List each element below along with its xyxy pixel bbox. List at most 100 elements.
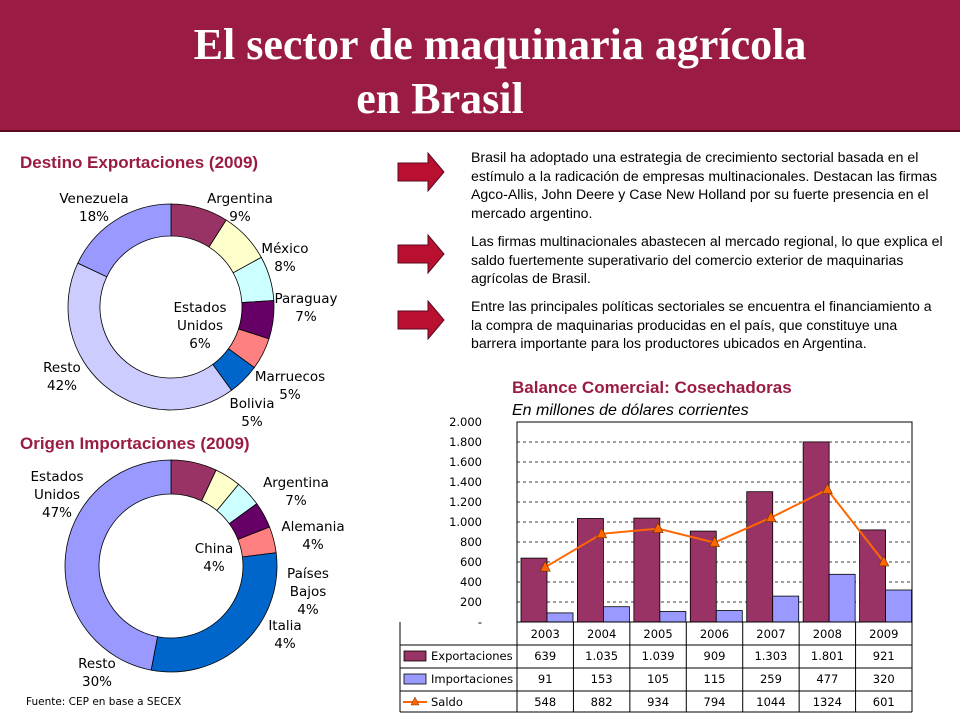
saldo-point-2005 bbox=[652, 521, 664, 533]
slice-label: Bajos bbox=[290, 584, 327, 600]
slice-label: Unidos bbox=[177, 318, 223, 334]
slice-value: 30% bbox=[82, 674, 112, 690]
data-label: 105 bbox=[647, 672, 669, 686]
y-tick-label: 1.400 bbox=[449, 475, 482, 489]
slice-value: 8% bbox=[274, 259, 296, 275]
x-tick-label: 2004 bbox=[587, 627, 616, 641]
data-label: 601 bbox=[873, 695, 895, 709]
saldo-point-2008 bbox=[821, 482, 833, 494]
data-label: 1.039 bbox=[642, 649, 675, 663]
data-label: 921 bbox=[873, 649, 895, 663]
bar-importaciones-2003 bbox=[546, 612, 574, 623]
slice-value: 7% bbox=[295, 309, 317, 325]
data-label: 909 bbox=[704, 649, 726, 663]
slice-label: Venezuela bbox=[59, 191, 128, 207]
legend-key-importaciones bbox=[403, 673, 427, 685]
paragraph-2: Las firmas multinacionales abastecen al … bbox=[471, 233, 943, 286]
arrow-right-icon bbox=[397, 151, 445, 193]
y-tick-label: 1.600 bbox=[449, 455, 482, 469]
slice-label: China bbox=[195, 541, 234, 557]
slice-label: Marruecos bbox=[255, 369, 325, 385]
bar-importaciones-2005 bbox=[659, 611, 687, 623]
saldo-point-2007 bbox=[765, 510, 777, 522]
data-label: 259 bbox=[760, 672, 782, 686]
arrow-right-icon bbox=[397, 299, 445, 341]
balance-chart-subtitle: En millones de dólares corrientes bbox=[512, 402, 749, 419]
bar-importaciones-2007 bbox=[772, 595, 800, 623]
bar-exportaciones-2008 bbox=[802, 441, 830, 623]
y-tick-label: 2.000 bbox=[449, 415, 482, 429]
slice-value: 4% bbox=[302, 537, 324, 553]
legend-key-saldo-marker bbox=[410, 696, 420, 706]
y-tick-label: 800 bbox=[460, 535, 482, 549]
slice-label: Argentina bbox=[263, 475, 329, 491]
data-label: 548 bbox=[534, 695, 556, 709]
data-label: 477 bbox=[816, 672, 838, 686]
data-label: 1.035 bbox=[585, 649, 618, 663]
bar-importaciones-2009 bbox=[885, 589, 912, 623]
slice-value: 6% bbox=[189, 336, 211, 352]
data-label: 115 bbox=[704, 672, 726, 686]
data-label: 153 bbox=[591, 672, 613, 686]
data-label: 1324 bbox=[813, 695, 842, 709]
slice-label: Argentina bbox=[207, 191, 273, 207]
x-tick-label: 2006 bbox=[700, 627, 729, 641]
x-tick-label: 2007 bbox=[756, 627, 785, 641]
slice-estados-unidos bbox=[64, 459, 172, 671]
y-tick-label: 600 bbox=[460, 555, 482, 569]
paragraph-1: Brasil ha adoptado una estrategia de cre… bbox=[471, 149, 938, 221]
legend-label: Exportaciones bbox=[431, 649, 513, 663]
bar-exportaciones-2007 bbox=[746, 491, 774, 623]
x-tick-label: 2009 bbox=[869, 627, 898, 641]
slice-value: 5% bbox=[241, 414, 263, 430]
slice-label: Países bbox=[287, 566, 329, 582]
slice-value: 4% bbox=[297, 602, 319, 618]
y-tick-label: 1.200 bbox=[449, 495, 482, 509]
saldo-point-2009 bbox=[878, 555, 890, 567]
import-chart-title: Origen Importaciones (2009) bbox=[20, 434, 250, 453]
data-label: 639 bbox=[534, 649, 556, 663]
slice-label: Estados bbox=[174, 300, 227, 316]
bar-importaciones-2004 bbox=[603, 606, 630, 623]
source-note: Fuente: CEP en base a SECEX bbox=[26, 696, 182, 708]
data-label: 1044 bbox=[756, 695, 785, 709]
legend-label: Saldo bbox=[431, 695, 463, 709]
slice-label: Resto bbox=[43, 360, 81, 376]
slice-label: Estados bbox=[31, 469, 84, 485]
paragraph-3: Entre las principales políticas sectoria… bbox=[471, 298, 932, 351]
x-tick-label: 2003 bbox=[531, 627, 560, 641]
bar-exportaciones-2009 bbox=[859, 529, 886, 623]
slice-label: Bolivia bbox=[229, 396, 274, 412]
bar-importaciones-2008 bbox=[828, 573, 856, 623]
slice-value: 4% bbox=[274, 636, 296, 652]
saldo-point-2003 bbox=[539, 560, 551, 572]
slice-value: 5% bbox=[279, 387, 301, 403]
slice-label: Paraguay bbox=[274, 291, 337, 307]
legend-label: Importaciones bbox=[431, 672, 513, 686]
slice-resto bbox=[67, 262, 233, 411]
saldo-point-2006 bbox=[709, 535, 720, 547]
slice-value: 9% bbox=[229, 209, 251, 225]
bar-exportaciones-2005 bbox=[633, 517, 661, 623]
saldo-point-2004 bbox=[596, 527, 608, 539]
y-tick-label: 200 bbox=[460, 595, 482, 609]
slice-label: México bbox=[261, 241, 308, 257]
data-label: 934 bbox=[647, 695, 669, 709]
slice-value: 4% bbox=[203, 559, 225, 575]
x-tick-label: 2005 bbox=[643, 627, 672, 641]
page-title-line2: en Brasil bbox=[356, 74, 524, 123]
arrow-right-icon bbox=[397, 233, 445, 275]
page-title: El sector de maquinaria agrícola bbox=[193, 20, 807, 69]
data-label: 882 bbox=[591, 695, 613, 709]
y-tick-label: 1.800 bbox=[449, 435, 482, 449]
slice-label: Unidos bbox=[34, 487, 80, 503]
y-tick-label: 400 bbox=[460, 575, 482, 589]
data-label: 320 bbox=[873, 672, 895, 686]
slice-venezuela bbox=[77, 203, 172, 278]
bar-importaciones-2006 bbox=[715, 610, 743, 623]
slice-value: 7% bbox=[285, 493, 307, 509]
export-chart-title: Destino Exportaciones (2009) bbox=[20, 153, 259, 172]
